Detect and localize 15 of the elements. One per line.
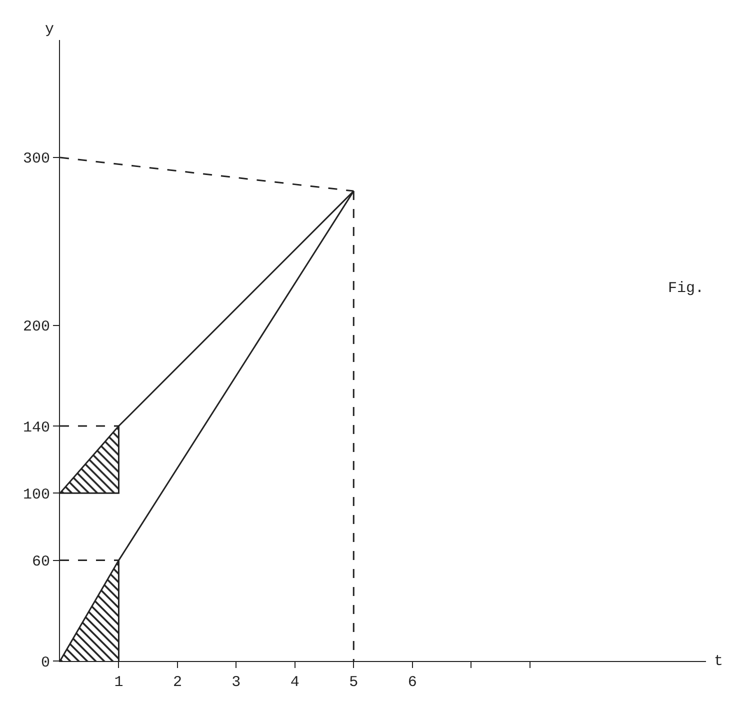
annotation: Fig. (668, 280, 704, 297)
y-tick-label: 60 (32, 554, 50, 571)
x-tick-label: 4 (290, 674, 300, 691)
y-tick-label: 0 (40, 654, 50, 672)
x-tick-label: 5 (349, 674, 358, 691)
y-tick-label: 140 (22, 419, 50, 436)
x-tick-label: 6 (408, 674, 417, 691)
y-tick-label: 300 (22, 150, 50, 168)
x-axis-title: t (714, 653, 724, 670)
y-tick-label: 100 (22, 486, 50, 504)
x-tick-label: 1 (114, 674, 124, 691)
y-tick-label: 200 (22, 318, 50, 336)
x-tick-label: 3 (232, 674, 241, 691)
y-axis-title: y (45, 21, 54, 38)
x-tick-label: 2 (172, 674, 182, 691)
